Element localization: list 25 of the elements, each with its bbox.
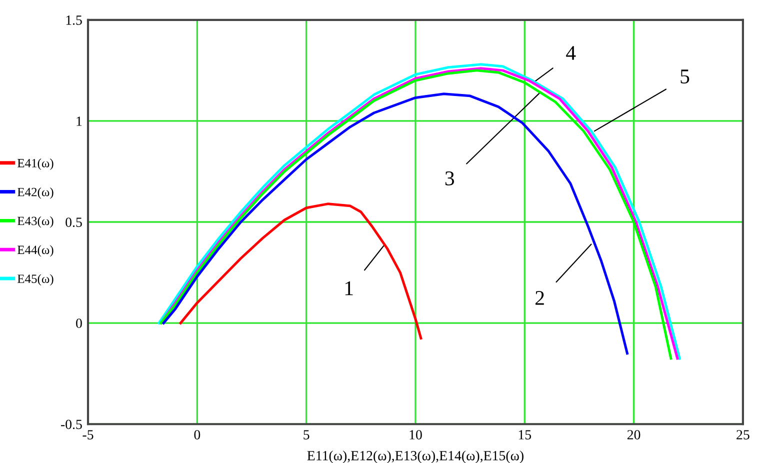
- legend-label: E41(ω): [18, 158, 54, 170]
- annotation: 5: [680, 70, 690, 84]
- annotation: 2: [536, 291, 544, 305]
- x-tick-label: 10: [410, 430, 422, 440]
- x-axis-title: E11(ω),E12(ω),E13(ω),E14(ω),E15(ω): [307, 450, 524, 463]
- y-tick-label: -0.5: [60, 420, 82, 430]
- annotation: 1: [345, 281, 353, 296]
- legend-label: E45(ω): [18, 274, 54, 286]
- x-tick-label: -5: [82, 430, 94, 440]
- y-tick-label: 1: [76, 116, 82, 126]
- x-tick-label: 25: [736, 430, 750, 440]
- annotation: 3: [445, 171, 454, 186]
- x-tick-label: 5: [304, 430, 310, 440]
- line-series: [179, 202, 422, 340]
- line-series: [162, 92, 628, 355]
- legend-label: E44(ω): [18, 245, 54, 257]
- y-tick-label: 0: [76, 318, 82, 328]
- annotation: 4: [566, 46, 576, 60]
- legend-label: E43(ω): [18, 216, 54, 228]
- legend-label: E42(ω): [18, 187, 54, 199]
- x-tick-label: 0: [194, 430, 200, 440]
- x-tick-label: 20: [627, 430, 640, 440]
- x-tick-label: 15: [518, 430, 532, 440]
- y-tick-label: 0.5: [66, 218, 82, 228]
- y-tick-label: 1.5: [66, 16, 82, 25]
